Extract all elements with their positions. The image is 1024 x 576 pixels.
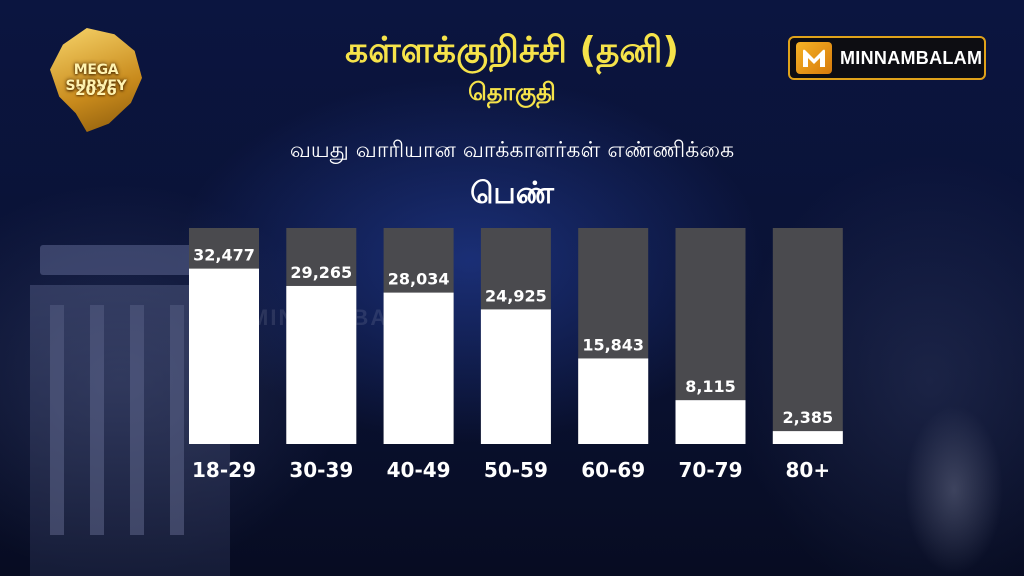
bar-60-69 [578, 358, 649, 444]
value-label-70-79: 8,115 [685, 377, 736, 396]
brand-name: MINNAMBALAM [840, 47, 983, 68]
category-label-30-39: 30-39 [289, 458, 353, 482]
value-label-40-49: 28,034 [388, 270, 450, 289]
bar-track-80+ [772, 228, 843, 444]
bar-18-29 [189, 268, 259, 444]
category-label-60-69: 60-69 [581, 458, 645, 482]
logo-line1: MEGA SURVEY [65, 62, 127, 94]
category-label-70-79: 70-79 [679, 458, 743, 482]
category-label-40-49: 40-49 [387, 458, 451, 482]
category-label-50-59: 50-59 [484, 458, 548, 482]
mega-survey-logo: MEGA SURVEY 2026 [44, 26, 148, 136]
brand-logo: MINNAMBALAM [788, 36, 986, 80]
brand-m-icon [796, 42, 832, 74]
bar-70-79 [675, 400, 746, 444]
voter-hand-image [844, 330, 1024, 576]
constituency-subtitle: தொகுதி [468, 78, 556, 106]
value-label-30-39: 29,265 [290, 263, 352, 282]
bar-30-39 [286, 285, 357, 444]
value-label-80+: 2,385 [782, 408, 833, 427]
chart-subtitle: வயது வாரியான வாக்காளர்கள் எண்ணிக்கை [289, 138, 735, 163]
logo-year: 2026 [75, 81, 117, 99]
value-label-50-59: 24,925 [485, 286, 547, 305]
bar-50-59 [480, 309, 551, 444]
value-label-18-29: 32,477 [193, 246, 255, 265]
category-label-80+: 80+ [786, 458, 831, 482]
bar-80+ [772, 431, 843, 444]
bar-40-49 [383, 292, 454, 444]
category-label-18-29: 18-29 [192, 458, 256, 482]
constituency-title: கள்ளக்குறிச்சி (தனி) [345, 30, 679, 71]
gender-label: பெண் [470, 176, 554, 211]
value-label-60-69: 15,843 [582, 335, 644, 354]
